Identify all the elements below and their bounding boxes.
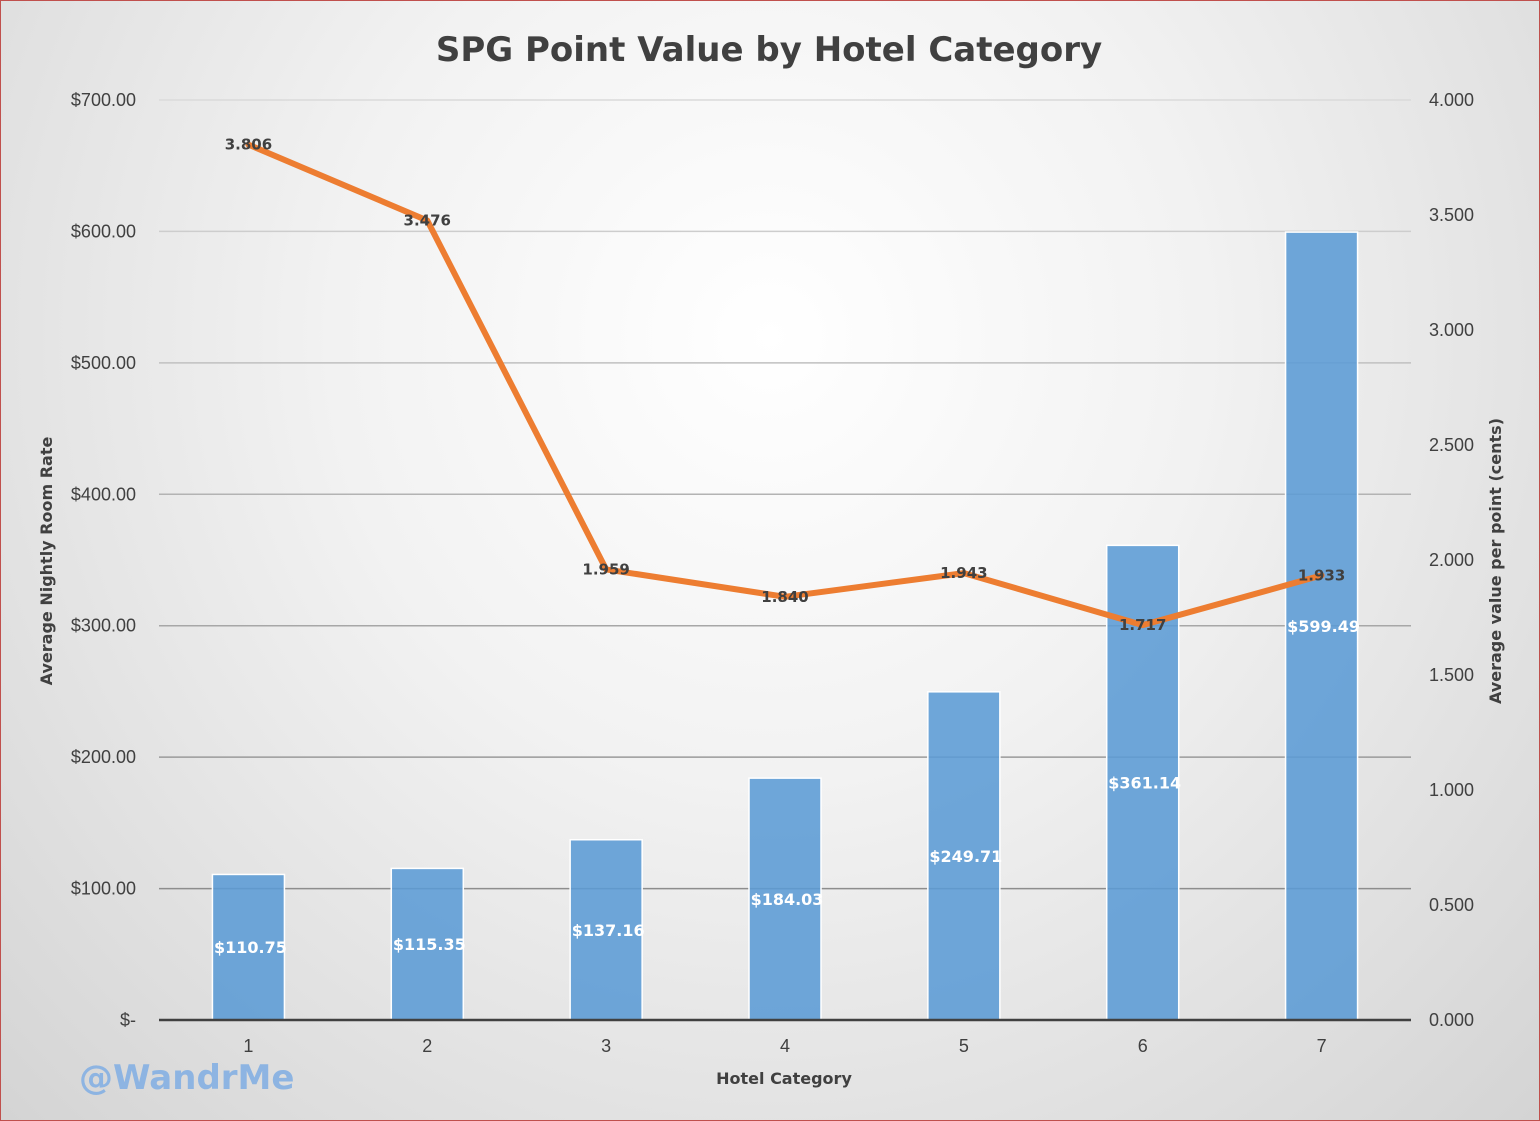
y2-tick-label: 1.000 bbox=[1429, 780, 1474, 800]
bar bbox=[569, 838, 643, 1021]
y-tick-label: $700.00 bbox=[71, 90, 136, 110]
bar-data-label: $137.16 bbox=[572, 921, 645, 940]
y-tick-label: $600.00 bbox=[71, 221, 136, 241]
line-point bbox=[604, 567, 609, 572]
bar-data-label: $184.03 bbox=[751, 890, 824, 909]
x-tick-label: 5 bbox=[959, 1036, 969, 1056]
x-axis-ticks: 1 2 3 4 5 6 7 bbox=[243, 1036, 1326, 1056]
bar bbox=[1284, 231, 1359, 1021]
x-tick-label: 3 bbox=[601, 1036, 611, 1056]
x-tick-label: 1 bbox=[243, 1036, 253, 1056]
line-data-label: 1.959 bbox=[582, 560, 629, 578]
y2-tick-label: 0.000 bbox=[1429, 1010, 1474, 1030]
bar-series bbox=[211, 231, 1359, 1021]
y-tick-label: $200.00 bbox=[71, 747, 136, 767]
y2-tick-label: 1.500 bbox=[1429, 665, 1474, 685]
bar-data-label: $115.35 bbox=[393, 935, 466, 954]
y2-tick-label: 3.500 bbox=[1429, 205, 1474, 225]
right-axis-ticks: 0.000 0.500 1.000 1.500 2.000 2.500 3.000 3.500… bbox=[1429, 90, 1474, 1030]
data-labels: $110.75 $115.35 $137.16 $184.03 $249.71 $361.… bbox=[214, 136, 1360, 958]
bar-data-label: $249.71 bbox=[929, 847, 1002, 866]
bar-data-label: $110.75 bbox=[214, 938, 287, 957]
gridlines bbox=[159, 99, 1411, 890]
y2-tick-label: 2.000 bbox=[1429, 550, 1474, 570]
y2-axis-title: Average value per point (cents) bbox=[1486, 418, 1505, 704]
line-point bbox=[961, 571, 966, 576]
y2-tick-label: 3.000 bbox=[1429, 320, 1474, 340]
line-point bbox=[1140, 623, 1145, 628]
x-tick-label: 7 bbox=[1317, 1036, 1327, 1056]
line-point bbox=[425, 218, 430, 223]
line-data-label: 3.806 bbox=[225, 136, 272, 154]
line-point bbox=[246, 142, 251, 147]
x-tick-label: 2 bbox=[422, 1036, 432, 1056]
y2-tick-label: 2.500 bbox=[1429, 435, 1474, 455]
bar-data-label: $361.14 bbox=[1108, 774, 1181, 793]
line-point bbox=[1319, 573, 1324, 578]
chart-title: SPG Point Value by Hotel Category bbox=[436, 30, 1102, 70]
y2-tick-label: 0.500 bbox=[1429, 895, 1474, 915]
y-tick-label: $- bbox=[120, 1010, 136, 1030]
y2-tick-label: 4.000 bbox=[1429, 90, 1474, 110]
bar bbox=[927, 691, 1001, 1021]
bar-data-label: $599.49 bbox=[1287, 617, 1360, 636]
line-data-label: 1.943 bbox=[940, 564, 987, 582]
line-data-label: 1.717 bbox=[1119, 616, 1166, 634]
line-point bbox=[783, 594, 787, 599]
y-tick-label: $300.00 bbox=[71, 616, 136, 636]
line-data-label: 1.840 bbox=[761, 588, 808, 606]
y-axis-title: Average Nightly Room Rate bbox=[37, 437, 56, 686]
line-data-label: 1.933 bbox=[1298, 566, 1345, 584]
y-tick-label: $400.00 bbox=[71, 484, 136, 504]
x-tick-label: 6 bbox=[1138, 1036, 1148, 1056]
watermark-text: @WandrMe bbox=[79, 1058, 294, 1098]
bar bbox=[390, 867, 465, 1021]
line-series bbox=[245, 141, 1325, 629]
bar bbox=[748, 777, 822, 1021]
line-data-label: 3.476 bbox=[404, 212, 451, 230]
y-tick-label: $100.00 bbox=[71, 879, 136, 899]
x-tick-label: 4 bbox=[780, 1036, 790, 1056]
y-tick-label: $500.00 bbox=[71, 353, 136, 373]
x-axis-title: Hotel Category bbox=[716, 1069, 852, 1088]
left-axis-ticks: $- $100.00 $200.00 $300.00 $400.00 $500.00 $60… bbox=[71, 90, 136, 1030]
